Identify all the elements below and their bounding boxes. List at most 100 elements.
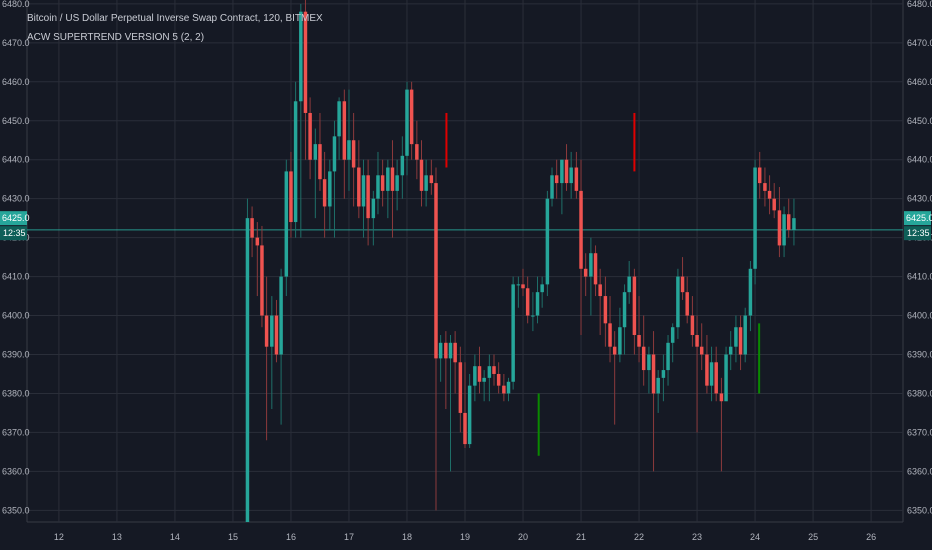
candle-body	[351, 140, 356, 168]
y-tick-label: 6430.0	[907, 194, 932, 204]
y-tick-label: 6410.0	[2, 272, 30, 282]
countdown-tag-left	[0, 226, 27, 241]
candle-body	[612, 346, 617, 355]
y-tick-label: 6440.0	[2, 155, 30, 165]
candle-body	[627, 276, 631, 293]
candle-body	[560, 159, 564, 184]
candle-body	[647, 354, 651, 371]
candle-body	[274, 315, 279, 355]
candle-body	[366, 175, 370, 219]
x-tick-label: 24	[750, 532, 760, 542]
last-price-text: 6425.0	[906, 213, 932, 223]
candle-body	[714, 362, 718, 394]
last-price-text: 6425.0	[2, 213, 30, 223]
candle-body	[641, 346, 646, 371]
candle-body	[632, 276, 637, 336]
candle-body	[511, 284, 515, 382]
x-tick-label: 16	[286, 532, 296, 542]
candle-body	[487, 366, 492, 378]
y-tick-label: 6400.0	[2, 311, 30, 321]
candle-body	[260, 245, 264, 316]
x-tick-label: 21	[576, 532, 586, 542]
candle-body	[328, 171, 332, 207]
candle-body	[699, 346, 704, 355]
candle-body	[535, 292, 540, 316]
candle-body	[492, 366, 496, 374]
candle-body	[371, 198, 376, 219]
candle-body	[550, 175, 554, 199]
candle-body	[322, 179, 327, 207]
candle-body	[245, 218, 250, 523]
candle-body	[308, 112, 312, 160]
candle-body	[293, 101, 298, 223]
candle-body	[390, 167, 395, 191]
x-tick-label: 12	[54, 532, 64, 542]
candle-body	[569, 167, 573, 184]
last-price-tag-right	[904, 211, 931, 226]
price-tags: 6425.0 12:35 6425.0 12:35	[0, 211, 932, 241]
y-tick-label: 6470.0	[907, 38, 932, 48]
candle-body	[748, 268, 753, 316]
time-axis[interactable]: 12 13 14 15 16 17 18 19 20 21 22 23 24 25 26	[54, 532, 876, 542]
candle-body	[270, 315, 274, 347]
x-tick-label: 17	[344, 532, 354, 542]
y-tick-label: 6460.0	[2, 77, 30, 87]
grid-lines	[26, 0, 904, 523]
candle-body	[405, 89, 409, 156]
candle-body	[525, 288, 530, 316]
y-tick-label: 6460.0	[907, 77, 932, 87]
candle-body	[347, 140, 351, 160]
candle-body	[589, 253, 593, 277]
candle-body	[332, 136, 337, 172]
candle-body	[757, 167, 762, 184]
y-tick-label: 6370.0	[2, 427, 30, 437]
candle-body	[777, 210, 782, 246]
y-tick-label: 6390.0	[907, 349, 932, 359]
y-tick-label: 6400.0	[907, 311, 932, 321]
candle-body	[743, 315, 747, 355]
candle-body	[303, 11, 308, 113]
candle-body	[670, 327, 675, 343]
x-tick-label: 22	[634, 532, 644, 542]
y-tick-label: 6370.0	[907, 427, 932, 437]
y-tick-label: 6350.0	[2, 505, 30, 515]
candle-body	[738, 327, 743, 355]
candle-body	[458, 362, 463, 413]
y-tick-label: 6480.0	[907, 0, 932, 9]
candle-body	[724, 354, 728, 402]
y-tick-label: 6450.0	[2, 116, 30, 126]
candle-body	[531, 315, 535, 317]
y-tick-label: 6480.0	[2, 0, 30, 9]
candle-body	[502, 385, 506, 394]
candle-body	[554, 175, 559, 184]
candle-body	[676, 276, 680, 328]
candle-body	[255, 237, 260, 246]
candle-body	[473, 366, 477, 386]
y-tick-label: 6470.0	[2, 38, 30, 48]
candle-body	[453, 342, 457, 363]
candle-body	[395, 175, 399, 191]
x-tick-label: 25	[808, 532, 818, 542]
candle-body	[376, 175, 380, 199]
candle-body	[637, 335, 641, 347]
candle-body	[467, 385, 472, 445]
y-tick-label: 6410.0	[907, 272, 932, 282]
y-tick-label: 6430.0	[2, 194, 30, 204]
candle-body	[656, 377, 660, 394]
candle-body	[574, 167, 579, 191]
candle-body	[593, 253, 598, 285]
candle-body	[618, 327, 622, 355]
candle-body	[792, 218, 796, 230]
candle-body	[598, 284, 602, 297]
candle-body	[545, 198, 550, 285]
candle-body	[564, 159, 569, 184]
candle-body	[409, 89, 414, 145]
countdown-tag-right	[904, 226, 931, 241]
candle-body	[728, 346, 733, 355]
candle-body	[482, 377, 486, 382]
candle-body	[782, 214, 786, 246]
last-price-tag-left	[0, 211, 27, 226]
y-tick-label: 6360.0	[2, 466, 30, 476]
y-tick-label: 6440.0	[907, 155, 932, 165]
